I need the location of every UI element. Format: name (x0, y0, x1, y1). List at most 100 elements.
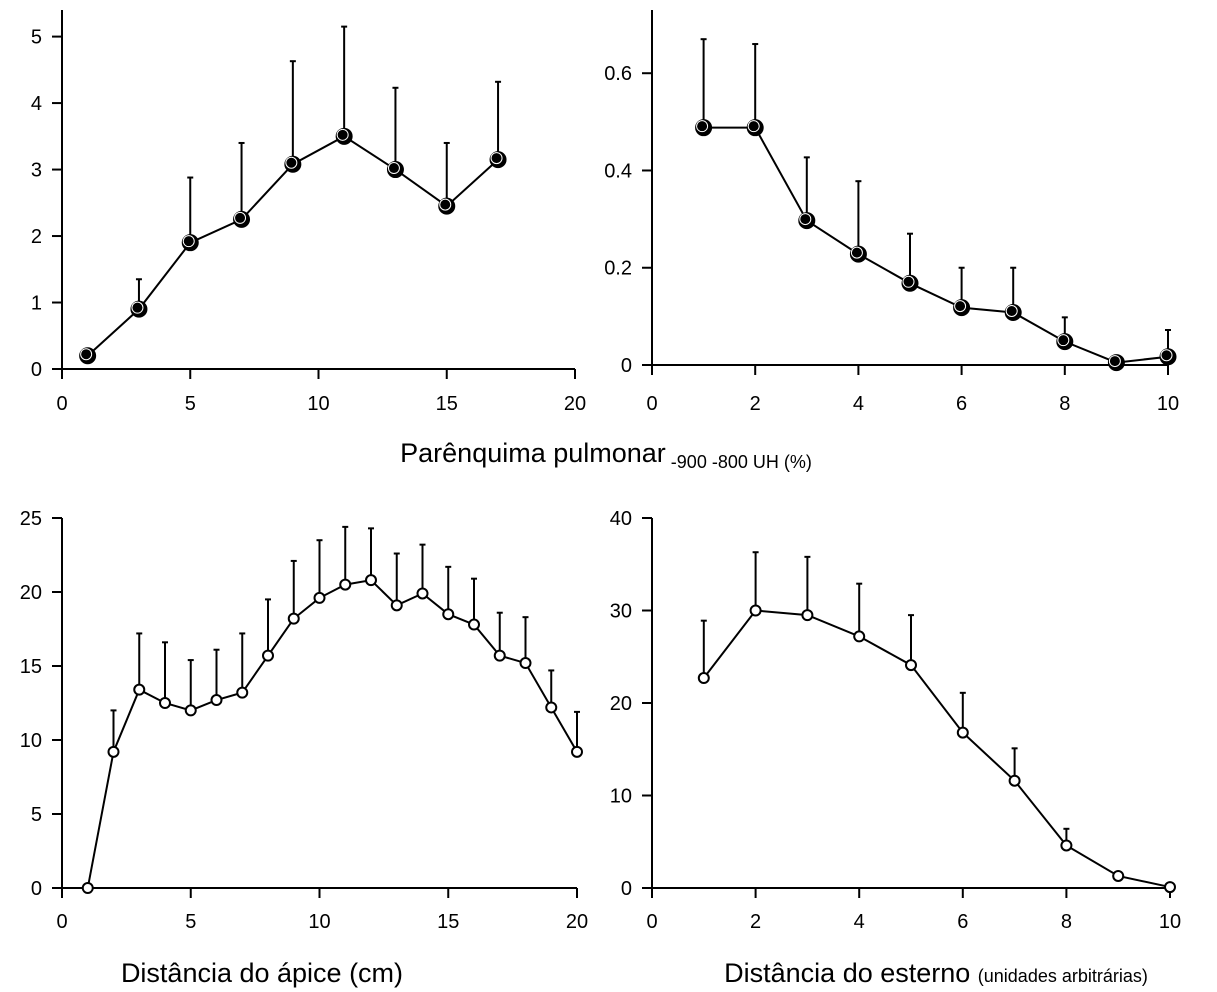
x-axis-title-bottom-right-units: (unidades arbitrárias) (978, 966, 1148, 986)
y-tick-label: 40 (610, 508, 632, 530)
x-tick-label: 5 (185, 911, 196, 933)
data-point-highlight (1108, 355, 1121, 368)
x-tick-label: 0 (56, 393, 67, 415)
y-tick-label: 3 (31, 160, 42, 182)
data-point (853, 630, 866, 643)
y-tick-label: 0 (621, 355, 632, 377)
data-point (489, 151, 507, 169)
data-point (1107, 354, 1125, 372)
data-point (905, 659, 917, 672)
data-point (519, 657, 532, 670)
y-tick-label: 0 (31, 359, 42, 381)
data-point (159, 697, 171, 709)
data-point (313, 591, 326, 604)
data-point (545, 701, 558, 714)
chart-panel-bottom-right: 0 2 4 6 8 10 0 10 20 30 40 (610, 508, 1181, 933)
y-tick-label: 20 (610, 693, 632, 715)
y-tick-label: 15 (20, 656, 42, 678)
data-point-highlight (1057, 334, 1070, 347)
data-point (181, 234, 199, 252)
y-tick-label: 20 (20, 582, 42, 604)
x-tick-label: 4 (854, 911, 865, 933)
data-point (262, 649, 274, 662)
x-tick-label: 20 (566, 911, 588, 933)
data-point (468, 618, 480, 631)
data-point-highlight (80, 348, 93, 361)
data-point (416, 587, 429, 600)
x-tick-label: 10 (1157, 393, 1179, 415)
x-tick-label: 8 (1061, 911, 1072, 933)
data-point (571, 745, 583, 758)
data-point (1004, 303, 1022, 321)
data-point (956, 726, 969, 739)
data-point-highlight (490, 152, 503, 165)
x-axis-title-bottom-right: Distância do esterno (unidades arbitrári… (724, 958, 1148, 988)
data-point-highlight (182, 235, 195, 248)
data-point (697, 672, 710, 685)
chart-panel-top-left: 0 5 10 15 20 0 1 2 3 4 5 (31, 10, 586, 415)
x-axis-title-main: Parênquima pulmonar (400, 438, 666, 468)
data-point-highlight (1160, 349, 1173, 362)
x-tick-label: 10 (308, 911, 330, 933)
x-tick-label: 6 (957, 911, 968, 933)
data-point (849, 245, 867, 263)
data-point-highlight (131, 301, 144, 314)
data-point (1008, 774, 1021, 787)
x-tick-label: 0 (646, 911, 657, 933)
x-tick-label: 10 (1159, 911, 1181, 933)
y-tick-label: 5 (31, 804, 42, 826)
data-point (184, 704, 197, 717)
data-point-highlight (1005, 304, 1018, 317)
x-tick-label: 0 (646, 393, 657, 415)
x-tick-label: 15 (436, 393, 458, 415)
data-point (493, 649, 506, 662)
y-tick-label: 0 (31, 878, 42, 900)
x-tick-label: 10 (307, 393, 329, 415)
data-point (901, 274, 919, 292)
data-point-highlight (336, 128, 349, 141)
y-tick-label: 30 (610, 601, 632, 623)
x-tick-label: 15 (437, 911, 459, 933)
x-axis-title-bottom-right-main: Distância do esterno (724, 958, 978, 988)
x-axis-title-bottom-left-main: Distância do ápice (cm) (121, 958, 403, 988)
data-point-highlight (954, 300, 967, 313)
data-point (130, 300, 148, 318)
data-point (1159, 348, 1177, 366)
data-point-highlight (902, 275, 915, 288)
data-point (746, 119, 764, 137)
data-point (284, 155, 302, 173)
data-point-highlight (387, 162, 400, 175)
data-point (749, 604, 762, 617)
data-point (1112, 869, 1125, 882)
x-tick-label: 0 (56, 911, 67, 933)
y-tick-label: 0.4 (604, 160, 632, 182)
data-point (1060, 839, 1073, 852)
x-tick-label: 20 (564, 393, 586, 415)
data-point-highlight (285, 156, 298, 169)
y-tick-label: 4 (31, 93, 42, 115)
data-point (287, 612, 300, 625)
x-tick-label: 2 (750, 911, 761, 933)
data-point-highlight (234, 211, 247, 224)
x-tick-label: 8 (1059, 393, 1070, 415)
data-point (442, 608, 455, 621)
data-point (953, 299, 971, 317)
x-axis-title-bottom-left: Distância do ápice (cm) (121, 958, 403, 988)
data-point (233, 210, 251, 228)
y-tick-label: 0.6 (604, 63, 632, 85)
data-point (695, 119, 713, 137)
series-line (703, 126, 1169, 364)
y-tick-label: 0 (621, 878, 632, 900)
data-point-highlight (747, 120, 760, 133)
x-tick-label: 4 (853, 393, 864, 415)
data-point (798, 212, 816, 230)
data-point (438, 197, 456, 215)
chart-panel-bottom-left: 0 5 10 15 20 0 5 10 15 20 25 (20, 508, 588, 933)
x-tick-label: 2 (750, 393, 761, 415)
data-point (236, 686, 249, 699)
series-line (86, 579, 578, 889)
shared-x-axis-title: Parênquima pulmonar -900 -800 UH (%) (400, 438, 812, 472)
data-point-highlight (850, 246, 863, 259)
data-point (365, 574, 377, 587)
